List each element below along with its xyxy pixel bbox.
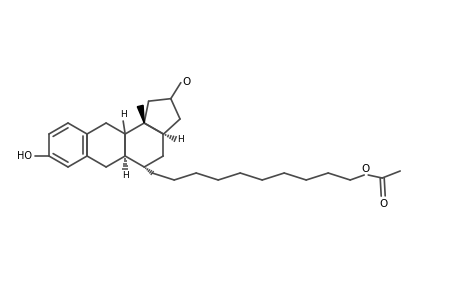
Text: HO: HO — [17, 151, 32, 161]
Text: O: O — [378, 199, 386, 209]
Polygon shape — [137, 105, 144, 123]
Text: H: H — [122, 171, 128, 180]
Text: O: O — [182, 77, 190, 87]
Text: H: H — [119, 110, 126, 119]
Text: O: O — [360, 164, 369, 174]
Text: H: H — [177, 134, 184, 143]
